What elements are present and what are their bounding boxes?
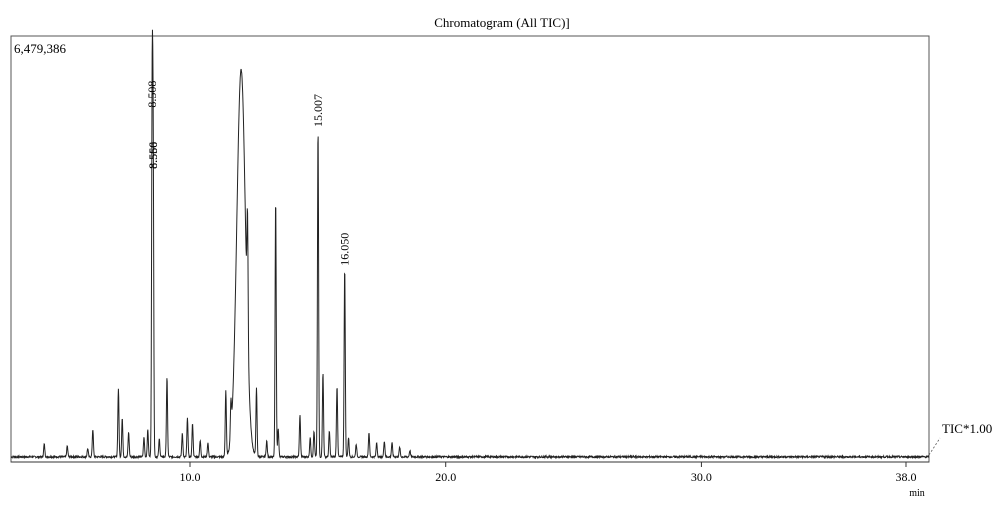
- plot-frame: [10, 35, 930, 463]
- peak-label: 8.508: [145, 81, 159, 108]
- peak-label: 8.556: [146, 142, 160, 169]
- peak-label: 15.007: [311, 94, 325, 127]
- x-unit-label: min: [909, 488, 925, 499]
- trace-label-leader: [928, 437, 941, 456]
- chart-title: Chromatogram (All TIC)]: [434, 15, 570, 30]
- x-tick-label: 30.0: [691, 470, 712, 484]
- x-axis-ticks: 10.0 20.0 30.0 38.0: [179, 462, 916, 484]
- x-tick-label: 10.0: [179, 470, 200, 484]
- x-tick-label: 20.0: [435, 470, 456, 484]
- y-max-label: 6,479,386: [14, 41, 67, 56]
- peak-label: 8.560: [146, 142, 160, 169]
- peak-label: 16.050: [338, 233, 352, 266]
- tic-trace-line: [10, 29, 930, 460]
- trace-label: TIC*1.00: [942, 421, 992, 436]
- x-tick-label: 38.0: [895, 470, 916, 484]
